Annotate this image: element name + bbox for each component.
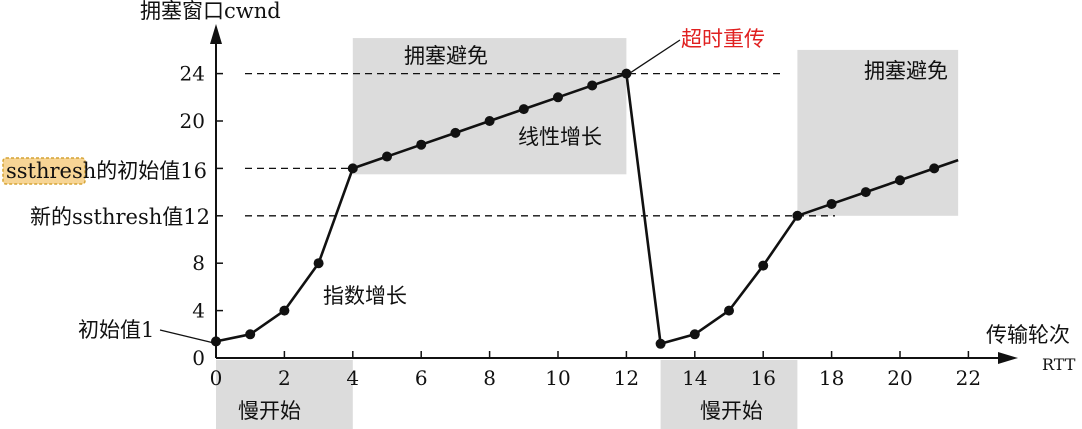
x-tick-label: 0 [210,366,223,390]
regions-layer [216,38,959,429]
slow-start-band-3 [660,360,798,429]
slow-start-label-1: 慢开始 [238,399,301,423]
cwnd-point [724,305,734,316]
y-tick-label: 4 [192,299,205,323]
x-tick-label: 18 [819,366,844,390]
exponential-growth-label: 指数增长 [323,284,407,308]
new-ssthresh-label: 新的ssthresh值12 [30,205,210,229]
x-tick-label: 12 [614,366,639,390]
tick-marks [215,72,970,358]
cwnd-point [621,68,632,79]
x-axis-unit: RTT [1042,355,1076,374]
ssthresh-highlight-text: ssthresh [6,159,96,183]
cwnd-point [929,163,940,174]
cwnd-point [211,336,221,347]
cwnd-point [347,163,358,174]
cwnd-point [758,260,769,271]
x-tick-label: 20 [887,366,912,390]
cwnd-point [826,198,837,209]
y-axis-label: 拥塞窗口cwnd [140,0,281,23]
timeout-leader-line [629,39,681,74]
cwnd-series-line [215,72,935,346]
y-tick-label: 20 [180,109,205,133]
x-axis-label: 传输轮次 [986,323,1070,347]
cwnd-point [382,151,392,162]
cwnd-point [689,329,700,340]
congestion-avoidance-label-1: 拥塞避免 [404,44,488,68]
x-tick-label: 4 [346,366,359,390]
cwnd-point [895,175,905,186]
points-layer [211,68,940,349]
x-tick-label: 8 [483,366,496,390]
x-axis-arrow [998,352,1018,364]
initial-value-label: 初始值1 [78,318,154,342]
axes [210,24,1018,364]
cwnd-point [860,187,871,198]
cwnd-point [655,338,666,349]
y-axis-arrow [210,24,222,44]
slow-start-band-2 [216,360,353,429]
cwnd-point [587,80,598,91]
cwnd-point [245,329,256,340]
cwnd-point [792,210,803,221]
y-tick-label: 24 [180,62,205,86]
cwnd-point [484,116,495,126]
cwnd-point [450,127,461,138]
threshold-lines [245,72,835,217]
x-tick-label: 6 [415,366,428,390]
slow-start-label-2: 慢开始 [700,399,763,423]
ssthresh-highlight [2,157,86,185]
initial-value-leader [159,329,215,344]
x-tick-label: 14 [682,366,707,390]
timeout-retransmit-label: 超时重传 [681,27,765,51]
cwnd-point [313,258,324,269]
cwnd-point [553,92,563,103]
ssthresh-initial-label: ssthresh的初始值16 [6,159,207,183]
x-tick-label: 10 [545,366,570,390]
linear-growth-label: 线性增长 [518,125,602,149]
congestion-avoidance-label-2: 拥塞避免 [864,59,948,83]
cwnd-point [279,305,290,316]
ssthresh-initial-rest: 的初始值16 [96,159,207,183]
y-tick-label: 0 [192,346,205,370]
x-tick-label: 2 [278,366,291,390]
cwnd-point [518,104,529,115]
y-tick-label: 8 [192,251,205,275]
x-tick-label: 22 [956,366,981,390]
cwnd-point [416,139,427,150]
x-tick-label: 16 [750,366,775,390]
